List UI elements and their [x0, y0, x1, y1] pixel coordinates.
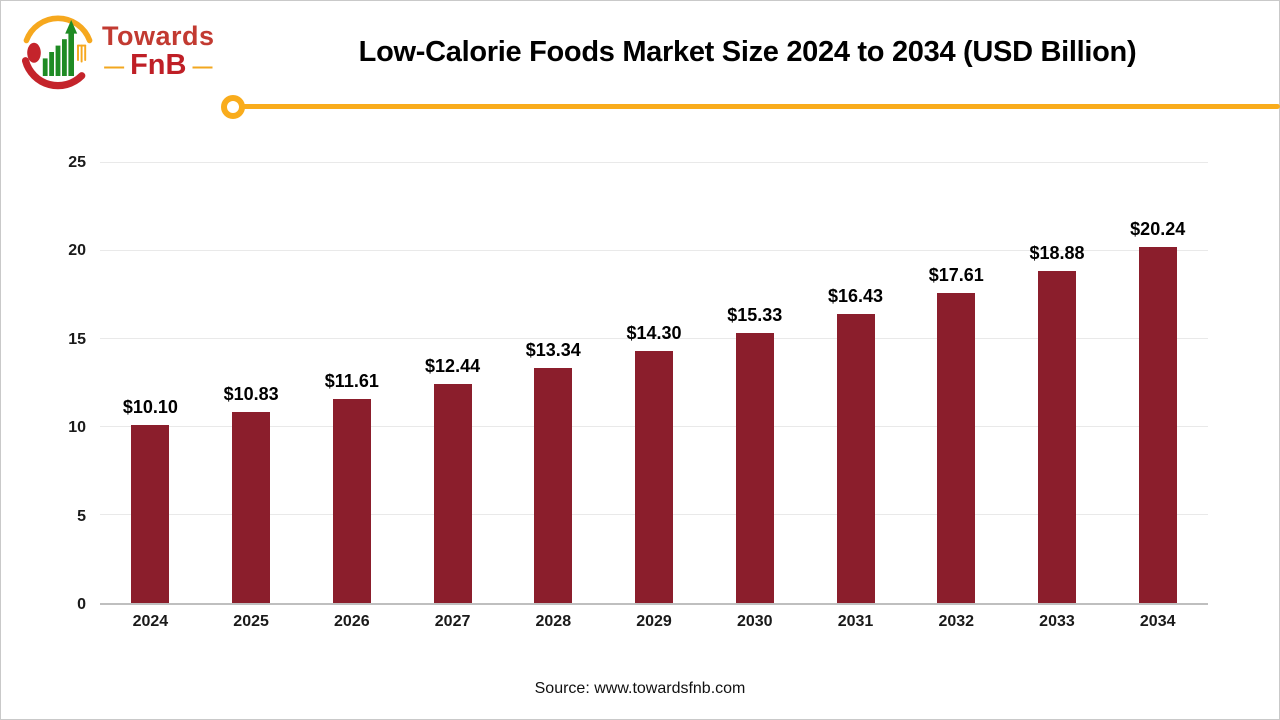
- chart-title: Low-Calorie Foods Market Size 2024 to 20…: [358, 36, 1137, 68]
- bar-column-2034: $20.24 2034: [1107, 163, 1208, 630]
- logo-arc-red: [21, 57, 86, 90]
- x-axis-year-label: 2031: [837, 613, 874, 630]
- bar-2031: $16.43: [828, 286, 883, 603]
- bar-2024: $10.10: [123, 397, 178, 603]
- bar-value-label: $14.30: [626, 323, 682, 344]
- bar-value-label: $17.61: [928, 265, 984, 286]
- bar-2033: $18.88: [1029, 243, 1085, 603]
- bar-value-label: $10.10: [122, 397, 178, 418]
- x-axis-year-label: 2024: [132, 613, 169, 630]
- bar-2025: $10.83: [224, 384, 279, 603]
- bar-column-2025: $10.83 2025: [201, 163, 302, 630]
- x-axis-year-label: 2029: [636, 613, 672, 630]
- gridline: [100, 338, 1208, 339]
- bar-value-label: $13.34: [525, 340, 581, 361]
- bar-column-2026: $11.61 2026: [301, 163, 402, 630]
- y-axis-tick-label: 25: [68, 154, 86, 171]
- bar-column-2027: $12.44 2027: [402, 163, 503, 630]
- logo-dash-right: —: [192, 55, 213, 78]
- y-axis-tick-label: 5: [77, 507, 86, 525]
- logo: Towards — FnB —: [18, 12, 215, 92]
- x-axis-year-label: 2025: [233, 613, 269, 630]
- logo-icon: [21, 15, 93, 90]
- divider-line: [240, 104, 1280, 109]
- y-axis-tick-label: 0: [77, 596, 86, 613]
- bar-column-2028: $13.34 2028: [503, 163, 604, 630]
- bar-column-2032: $17.61 2032: [906, 163, 1007, 630]
- logo-dash-left: —: [104, 55, 125, 78]
- source-text: Source: www.towardsfnb.com: [534, 680, 746, 697]
- y-axis-tick-label: 20: [68, 242, 86, 260]
- logo-fnb-label: FnB: [130, 48, 187, 81]
- bar-column-2030: $15.33 2030: [704, 163, 805, 630]
- y-axis-tick-label: 15: [68, 330, 86, 348]
- x-axis-year-label: 2030: [736, 613, 773, 630]
- bar-value-label: $12.44: [425, 356, 481, 377]
- bar-2027: $12.44: [425, 356, 480, 603]
- bar-column-2031: $16.43 2031: [805, 163, 906, 630]
- x-axis-year-label: 2027: [434, 613, 471, 630]
- fork-icon: [77, 44, 87, 63]
- x-axis-year-label: 2033: [1039, 613, 1075, 630]
- logo-wordmark-fnb: — FnB —: [102, 48, 215, 81]
- x-axis-year-label: 2026: [334, 613, 370, 630]
- bar-column-2033: $18.88 2033: [1007, 163, 1108, 630]
- gridline: [100, 162, 1208, 163]
- growth-bars-icon: [42, 20, 78, 76]
- plot-area: $10.10 2024 $10.83 2025 $11.61 2026 $12.44 2027…: [100, 162, 1208, 630]
- y-axis-tick-label: 10: [68, 419, 86, 437]
- bar-2030: $15.33: [727, 305, 782, 603]
- bar-2034: $20.24: [1130, 219, 1185, 603]
- bar-value-label: $11.61: [324, 370, 379, 391]
- bar-2029: $14.30: [627, 323, 682, 603]
- bar-2026: $11.61: [325, 371, 379, 603]
- bar-2032: $17.61: [929, 265, 984, 603]
- bar-value-label: $20.24: [1130, 218, 1186, 239]
- x-axis-year-label: 2034: [1139, 613, 1176, 630]
- bar-value-label: $16.43: [827, 285, 884, 306]
- x-axis-year-label: 2028: [535, 613, 572, 630]
- logo-text: Towards — FnB —: [102, 23, 215, 80]
- bar-2028: $13.34: [526, 340, 581, 603]
- x-axis-year-label: 2032: [938, 613, 975, 630]
- bar-value-label: $10.83: [223, 384, 279, 405]
- bar-column-2029: $14.30 2029: [604, 163, 705, 630]
- divider-ring-icon: [221, 95, 245, 119]
- gridline: [100, 250, 1208, 251]
- logo-wordmark-towards: Towards: [102, 21, 215, 52]
- bar-columns: $10.10 2024 $10.83 2025 $11.61 2026 $12.44 2027…: [100, 163, 1208, 630]
- spoon-icon: [27, 42, 41, 63]
- bar-value-label: $15.33: [727, 305, 783, 326]
- bar-value-label: $18.88: [1029, 242, 1085, 263]
- bar-column-2024: $10.10 2024: [100, 163, 201, 630]
- logo-arc-amber: [23, 15, 93, 44]
